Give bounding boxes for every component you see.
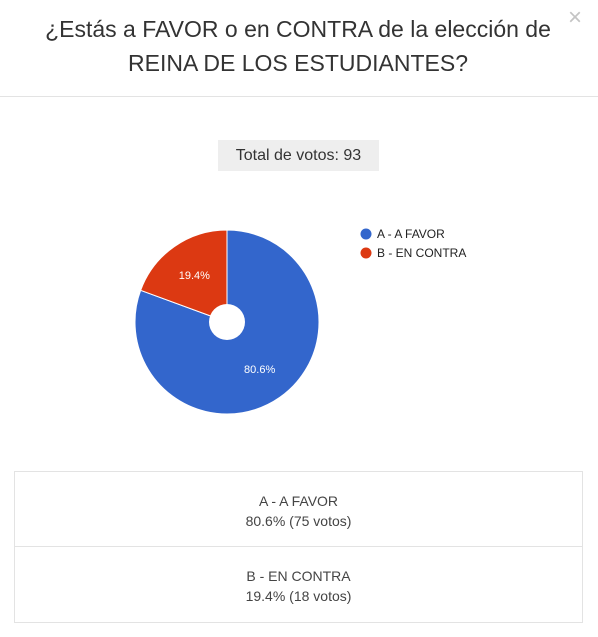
modal-header: ¿Estás a FAVOR o en CONTRA de la elecció…	[0, 0, 598, 97]
pie-slice-label-0: 80.6%	[244, 364, 275, 376]
pie-slice-label-1: 19.4%	[179, 270, 210, 282]
result-detail: 80.6% (75 votos)	[245, 513, 352, 529]
donut-hole	[209, 304, 245, 340]
pie-chart: 80.6% 19.4% A - A FAVOR B - EN CONTRA	[0, 180, 598, 460]
result-label: B - EN CONTRA	[246, 568, 351, 584]
title-line-2: REINA DE LOS ESTUDIANTES?	[128, 50, 468, 76]
result-row-a-favor: A - A FAVOR 80.6% (75 votos)	[14, 471, 583, 547]
legend-label-0[interactable]: A - A FAVOR	[377, 227, 445, 241]
legend-label-1[interactable]: B - EN CONTRA	[377, 246, 466, 260]
total-votes-badge: Total de votos: 93	[218, 140, 379, 171]
pie-slice-1[interactable]	[139, 229, 228, 323]
result-detail: 19.4% (18 votos)	[245, 588, 352, 604]
close-icon[interactable]: ×	[567, 4, 582, 31]
legend-marker-0	[360, 228, 372, 240]
pie-slice-0[interactable]	[134, 229, 320, 415]
title-line-1: ¿Estás a FAVOR o en CONTRA de la elecció…	[45, 16, 551, 42]
pie-chart-svg: 80.6% 19.4% A - A FAVOR B - EN CONTRA	[134, 227, 466, 415]
legend-marker-1	[360, 247, 372, 259]
result-row-en-contra: B - EN CONTRA 19.4% (18 votos)	[14, 547, 583, 623]
page-title: ¿Estás a FAVOR o en CONTRA de la elecció…	[20, 12, 576, 80]
results-list: A - A FAVOR 80.6% (75 votos) B - EN CONT…	[14, 471, 583, 623]
result-label: A - A FAVOR	[258, 493, 339, 509]
